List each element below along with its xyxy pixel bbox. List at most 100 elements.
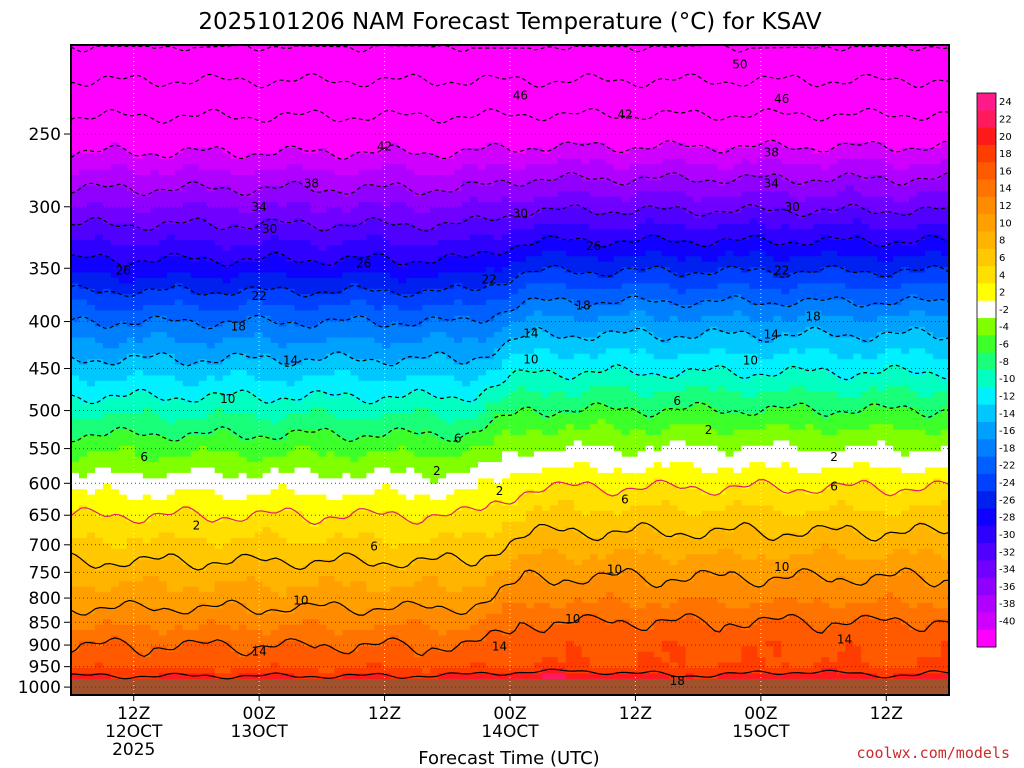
field-cell <box>270 131 280 138</box>
field-cell <box>214 635 224 642</box>
field-cell <box>158 158 168 165</box>
field-cell <box>318 202 328 209</box>
field-cell <box>158 175 168 182</box>
field-cell <box>150 202 160 209</box>
field-cell <box>110 321 120 328</box>
field-cell <box>166 196 176 203</box>
field-cell <box>206 624 216 631</box>
field-cell <box>94 332 104 339</box>
field-cell <box>366 581 375 588</box>
field-cell <box>270 359 280 366</box>
field-cell <box>78 142 88 149</box>
field-cell <box>262 472 272 479</box>
field-cell <box>190 364 200 371</box>
field-cell <box>86 597 96 604</box>
field-cell <box>134 272 144 279</box>
field-cell <box>206 613 216 620</box>
field-cell <box>126 50 136 57</box>
field-cell <box>110 169 120 176</box>
field-cell <box>398 191 407 198</box>
field-cell <box>246 429 256 436</box>
field-cell <box>382 673 391 680</box>
field-cell <box>326 310 335 317</box>
field-cell <box>198 500 208 507</box>
field-cell <box>238 581 248 588</box>
field-cell <box>278 364 288 371</box>
field-cell <box>390 77 399 84</box>
field-cell <box>174 218 184 225</box>
field-cell <box>86 55 96 62</box>
field-cell <box>214 630 224 637</box>
field-cell <box>254 489 264 496</box>
field-cell <box>342 467 351 474</box>
field-cell <box>142 212 152 219</box>
field-cell <box>318 624 328 631</box>
field-cell <box>382 402 391 409</box>
field-cell <box>118 120 128 127</box>
field-cell <box>382 667 391 674</box>
field-cell <box>198 131 208 138</box>
field-cell <box>294 445 304 452</box>
field-cell <box>286 55 296 62</box>
field-cell <box>334 532 343 539</box>
field-cell <box>222 196 232 203</box>
field-cell <box>214 489 224 496</box>
field-cell <box>358 185 367 192</box>
field-cell <box>222 467 232 474</box>
field-cell <box>158 402 168 409</box>
field-cell <box>374 543 383 550</box>
field-cell <box>198 229 208 236</box>
field-cell <box>302 207 312 214</box>
field-cell <box>358 342 367 349</box>
field-cell <box>198 532 208 539</box>
field-cell <box>246 175 256 182</box>
field-cell <box>390 305 399 312</box>
field-cell <box>246 667 256 674</box>
field-cell <box>350 164 359 171</box>
field-cell <box>238 630 248 637</box>
field-cell <box>358 375 367 382</box>
field-cell <box>246 418 256 425</box>
field-cell <box>182 315 192 322</box>
field-cell <box>294 310 304 317</box>
field-cell <box>214 120 224 127</box>
field-cell <box>382 478 391 485</box>
field-cell <box>214 613 224 620</box>
field-cell <box>142 440 152 447</box>
field-cell <box>174 440 184 447</box>
field-cell <box>358 451 367 458</box>
field-cell <box>270 153 280 160</box>
field-cell <box>142 164 152 171</box>
field-cell <box>382 375 391 382</box>
field-cell <box>198 115 208 122</box>
field-cell <box>350 505 359 512</box>
field-cell <box>206 402 216 409</box>
field-cell <box>150 164 160 171</box>
field-cell <box>110 283 120 290</box>
field-cell <box>278 570 288 577</box>
field-cell <box>294 662 304 669</box>
field-cell <box>286 104 296 111</box>
field-cell <box>126 55 136 62</box>
field-cell <box>110 180 120 187</box>
field-cell <box>230 288 240 295</box>
field-cell <box>358 223 367 230</box>
field-cell <box>230 126 240 133</box>
field-cell <box>246 554 256 561</box>
field-cell <box>182 305 192 312</box>
field-cell <box>238 191 248 198</box>
field-cell <box>214 245 224 252</box>
field-cell <box>326 61 335 68</box>
field-cell <box>150 424 160 431</box>
field-cell <box>374 592 383 599</box>
field-cell <box>142 478 152 485</box>
field-cell <box>206 630 216 637</box>
field-cell <box>310 332 320 339</box>
field-cell <box>222 99 232 106</box>
field-cell <box>142 429 152 436</box>
field-cell <box>382 321 391 328</box>
field-cell <box>86 229 96 236</box>
field-cell <box>182 261 192 268</box>
field-cell <box>398 104 407 111</box>
field-cell <box>118 229 128 236</box>
